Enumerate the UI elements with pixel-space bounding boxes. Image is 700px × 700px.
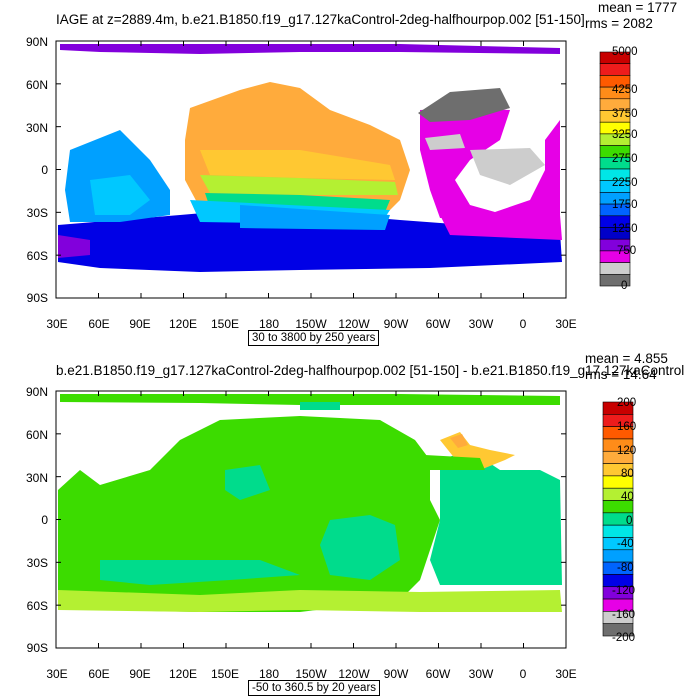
panel-2-ytick-0: 0 (41, 513, 48, 527)
panel-2-cb-label: -40 (617, 538, 634, 550)
panel-2-xtick: 30E (46, 667, 68, 681)
panel-1-ytick-60n: 60N (25, 78, 48, 92)
panel-1-xtick: 30E (46, 317, 68, 331)
panel-1-cb-label: 5000 (612, 46, 638, 58)
panel-2-xtick: 150E (210, 667, 240, 681)
panel-2-cb-label: -160 (612, 609, 636, 621)
panel-2-cb-label: 120 (617, 445, 637, 457)
panel-2-title: b.e21.B1850.f19_g17.127kaControl-2deg-ha… (56, 363, 685, 378)
colorbar-swatch (602, 549, 634, 563)
panel-1-xtick: 150W (295, 317, 327, 331)
panel-1-ytick-30s: 30S (26, 206, 48, 220)
panel-1-xtick: 0 (519, 317, 527, 331)
panel-1-cb-label: 1250 (612, 223, 638, 235)
panel-2-xtick: 150W (295, 667, 327, 681)
panel-1-xtick: 30W (468, 317, 494, 331)
panel-1-cb-label: 1750 (612, 199, 638, 211)
colorbar-swatch (599, 262, 631, 275)
panel-1-xtick: 90E (129, 317, 151, 331)
panel-1-ytick-60s: 60S (26, 249, 48, 263)
panel-2-cb-label: 160 (617, 421, 637, 433)
panel-1-xtick: 120E (168, 317, 198, 331)
colorbar-swatch (599, 63, 631, 76)
panel-2-xtick: 0 (519, 667, 527, 681)
panel-1-cb-label: 2750 (612, 153, 638, 165)
panel-2-ytick-60s: 60S (26, 599, 48, 613)
panel-2-xtick: 180 (258, 667, 280, 681)
panel-2-mean: mean = 4.855 (585, 351, 668, 366)
panel-2-xtick: 120E (168, 667, 198, 681)
panel-2-ytick-90n: 90N (25, 385, 48, 399)
panel-1-cb-label: 750 (617, 245, 637, 257)
panel-2-xtick: 60E (88, 667, 110, 681)
panel-2-ytick-60n: 60N (25, 428, 48, 442)
panel-2-ytick-30s: 30S (26, 556, 48, 570)
panel-1-xtick: 60E (88, 317, 110, 331)
panel-2-ytick-90s: 90S (26, 641, 48, 655)
panel-1-range-info: 30 to 3800 by 250 years (248, 330, 380, 346)
panel-2-range-info: -50 to 360.5 by 20 years (248, 680, 381, 696)
panel-2-xtick: 30W (468, 667, 494, 681)
panel-1-cb-label: 0 (621, 280, 628, 292)
panel-1-ytick-90n: 90N (25, 35, 48, 49)
panel-1-xtick: 120W (338, 317, 370, 331)
panel-2-rms: rms = 14.64 (585, 367, 657, 382)
panel-2-xtick: 30E (555, 667, 577, 681)
panel-1-ytick-30n: 30N (25, 121, 48, 135)
panel-2-cb-label: 200 (617, 397, 637, 409)
panel-1-title: IAGE at z=2889.4m, b.e21.B1850.f19_g17.1… (56, 12, 585, 27)
panel-2-cb-label: 40 (621, 491, 634, 503)
panel-2-cb-label: -80 (617, 562, 634, 574)
panel-1-xtick: 180 (258, 317, 280, 331)
panel-2-cb-label: -120 (612, 585, 636, 597)
panel-2-xtick: 60W (425, 667, 451, 681)
panel-1-mean: mean = 1777 (598, 0, 678, 15)
panel-1-cb-label: 4250 (612, 84, 638, 96)
panel-2-cb-label: 80 (621, 468, 634, 480)
panel-2-xtick: 90W (383, 667, 409, 681)
panel-1-xtick: 150E (210, 317, 240, 331)
panel-1-rms: rms = 2082 (585, 16, 653, 31)
panel-2-xtick: 120W (338, 667, 370, 681)
panel-1-xtick: 60W (425, 317, 451, 331)
panel-1-cb-label: 2250 (612, 177, 638, 189)
panel-2-cb-label: -200 (612, 632, 636, 644)
panel-2-ocean-field (58, 394, 562, 612)
panel-1-xtick: 90W (383, 317, 409, 331)
panel-2-cb-label: 0 (626, 515, 633, 527)
panel-1-cb-label: 3750 (612, 108, 638, 120)
panel-2-ytick-30n: 30N (25, 471, 48, 485)
panel-2-xtick: 90E (129, 667, 151, 681)
panel-1-ocean-field (58, 44, 562, 272)
panel-1-xtick: 30E (555, 317, 577, 331)
panel-1-cb-label: 3250 (612, 129, 638, 141)
panel-1-ytick-90s: 90S (26, 291, 48, 305)
panel-1-ytick-0: 0 (41, 163, 48, 177)
